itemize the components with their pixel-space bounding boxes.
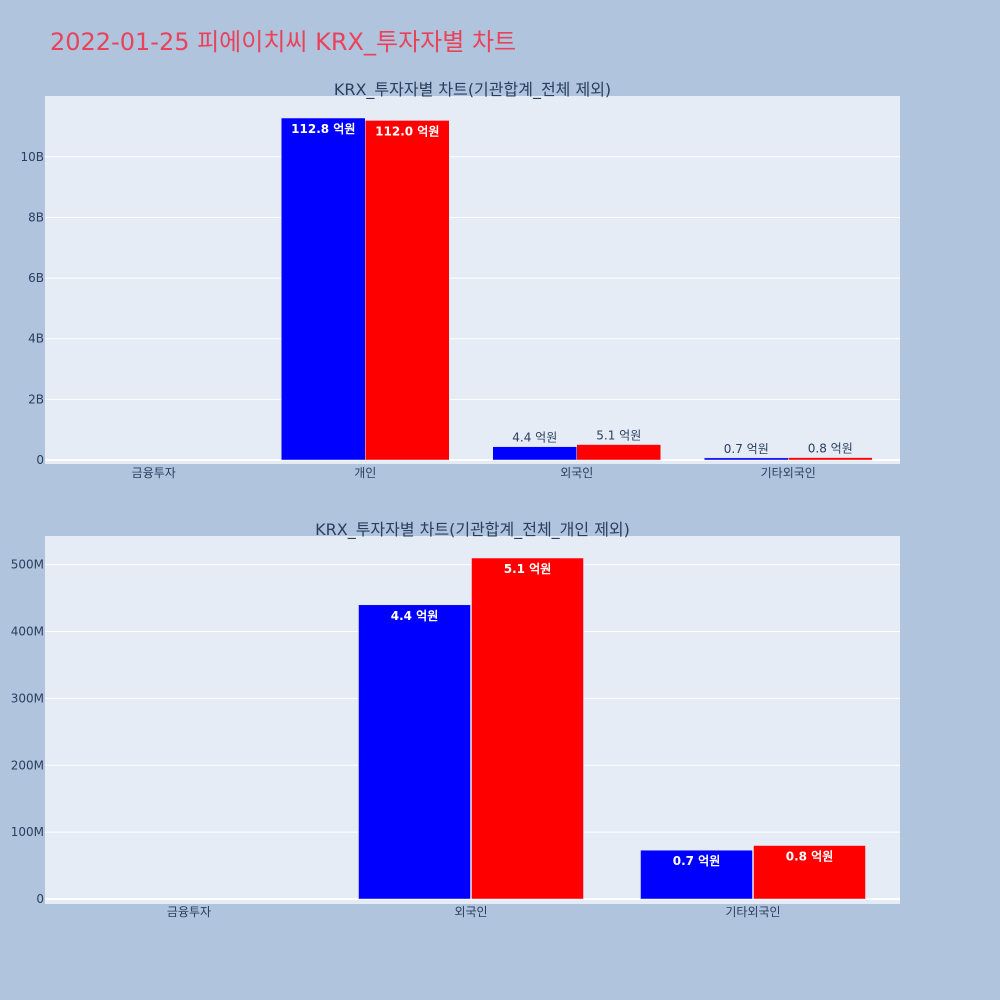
chart1-data-label: 0.7 억원: [724, 442, 769, 456]
chart1-data-label: 4.4 억원: [512, 431, 557, 445]
chart1-ytick-label: 8B: [28, 210, 44, 224]
chart1-bar: [492, 446, 577, 461]
chart2-ytick-label: 300M: [11, 691, 44, 705]
chart2-bar: [753, 845, 866, 900]
chart1-bar: [704, 457, 789, 461]
chart2-ytick-label: 200M: [11, 758, 44, 772]
chart1-ytick-label: 10B: [20, 150, 44, 164]
chart2-title: KRX_투자자별 차트(기관합계_전체_개인 제외): [315, 520, 630, 540]
chart2-bar: [471, 557, 584, 900]
chart1-xtick-label: 금융투자: [132, 466, 176, 480]
chart1-bar: [788, 457, 873, 461]
chart2-ytick-label: 400M: [11, 625, 44, 639]
chart2-xtick-label: 외국인: [454, 905, 487, 919]
chart1-plot-area: [45, 96, 900, 464]
chart2-bar: [358, 604, 471, 900]
chart1-data-label: 112.0 억원: [375, 124, 439, 138]
chart1-xtick-label: 기타외국인: [761, 466, 816, 480]
chart1-ytick-label: 6B: [28, 271, 44, 285]
chart2-data-label: 0.7 억원: [673, 854, 721, 868]
chart1-title: KRX_투자자별 차트(기관합계_전체 제외): [334, 80, 611, 100]
chart1-xtick-label: 외국인: [560, 466, 593, 480]
chart2-bar: [640, 849, 753, 900]
chart1-ytick-label: 2B: [28, 392, 44, 406]
chart2-xtick-label: 기타외국인: [725, 905, 780, 919]
chart1-bar: [576, 444, 661, 461]
chart1-xtick-label: 개인: [354, 466, 376, 480]
chart2-data-label: 5.1 억원: [504, 562, 552, 576]
chart2-ytick-label: 500M: [11, 558, 44, 572]
chart1-data-label: 112.8 억원: [291, 122, 355, 136]
page-title: 2022-01-25 피에이치씨 KRX_투자자별 차트: [50, 28, 517, 56]
chart1-bar: [281, 117, 366, 461]
chart2-data-label: 4.4 억원: [391, 609, 439, 623]
chart1-ytick-label: 4B: [28, 332, 44, 346]
chart2-ytick-label: 0: [36, 892, 44, 906]
chart2-xtick-label: 금융투자: [167, 905, 211, 919]
chart2-data-label: 0.8 억원: [786, 850, 834, 864]
chart1-ytick-label: 0: [36, 453, 44, 467]
chart1-bar: [365, 120, 450, 461]
chart1-data-label: 0.8 억원: [808, 442, 853, 456]
chart1-data-label: 5.1 억원: [596, 429, 641, 443]
chart2-ytick-label: 100M: [11, 825, 44, 839]
